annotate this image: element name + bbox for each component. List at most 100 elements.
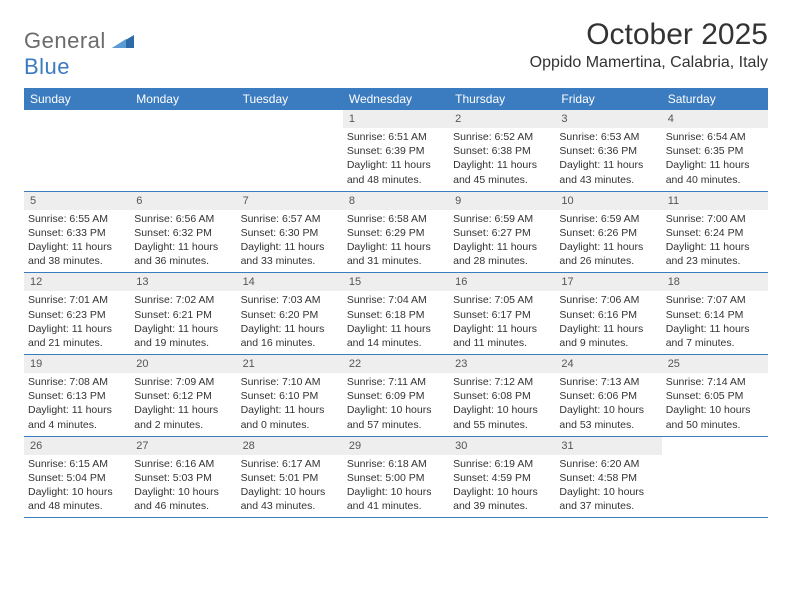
daylight-text: Daylight: 11 hours and 21 minutes.	[28, 322, 126, 350]
sunrise-text: Sunrise: 6:20 AM	[559, 457, 657, 471]
calendar-cell: 28Sunrise: 6:17 AMSunset: 5:01 PMDayligh…	[237, 437, 343, 518]
day-number: 13	[130, 273, 236, 291]
daylight-text: Daylight: 11 hours and 38 minutes.	[28, 240, 126, 268]
day-number: 8	[343, 192, 449, 210]
calendar-week-row: 19Sunrise: 7:08 AMSunset: 6:13 PMDayligh…	[24, 355, 768, 437]
daylight-text: Daylight: 11 hours and 43 minutes.	[559, 158, 657, 186]
day-number: 2	[449, 110, 555, 128]
sunrise-text: Sunrise: 6:58 AM	[347, 212, 445, 226]
day-number: 28	[237, 437, 343, 455]
day-number: 26	[24, 437, 130, 455]
daylight-text: Daylight: 10 hours and 57 minutes.	[347, 403, 445, 431]
sunrise-text: Sunrise: 6:53 AM	[559, 130, 657, 144]
weekday-header: Thursday	[449, 88, 555, 110]
calendar-week-row: 1Sunrise: 6:51 AMSunset: 6:39 PMDaylight…	[24, 110, 768, 192]
daylight-text: Daylight: 10 hours and 37 minutes.	[559, 485, 657, 513]
day-number: 10	[555, 192, 661, 210]
cell-body: Sunrise: 7:01 AMSunset: 6:23 PMDaylight:…	[24, 291, 130, 354]
day-number: 6	[130, 192, 236, 210]
calendar-cell	[130, 110, 236, 191]
page-title: October 2025	[530, 18, 768, 52]
daylight-text: Daylight: 11 hours and 31 minutes.	[347, 240, 445, 268]
cell-body: Sunrise: 6:15 AMSunset: 5:04 PMDaylight:…	[24, 455, 130, 518]
calendar-cell: 2Sunrise: 6:52 AMSunset: 6:38 PMDaylight…	[449, 110, 555, 191]
sunset-text: Sunset: 5:00 PM	[347, 471, 445, 485]
calendar-cell	[662, 437, 768, 518]
calendar-cell: 29Sunrise: 6:18 AMSunset: 5:00 PMDayligh…	[343, 437, 449, 518]
cell-body: Sunrise: 7:13 AMSunset: 6:06 PMDaylight:…	[555, 373, 661, 436]
sunset-text: Sunset: 6:18 PM	[347, 308, 445, 322]
day-number: 12	[24, 273, 130, 291]
calendar-cell: 6Sunrise: 6:56 AMSunset: 6:32 PMDaylight…	[130, 192, 236, 273]
logo-triangle-icon	[112, 32, 134, 48]
day-number: 9	[449, 192, 555, 210]
day-number	[662, 437, 768, 455]
day-number: 7	[237, 192, 343, 210]
sunset-text: Sunset: 6:08 PM	[453, 389, 551, 403]
cell-body: Sunrise: 6:56 AMSunset: 6:32 PMDaylight:…	[130, 210, 236, 273]
sunrise-text: Sunrise: 7:04 AM	[347, 293, 445, 307]
sunset-text: Sunset: 6:39 PM	[347, 144, 445, 158]
sunset-text: Sunset: 6:14 PM	[666, 308, 764, 322]
cell-body: Sunrise: 7:00 AMSunset: 6:24 PMDaylight:…	[662, 210, 768, 273]
sunset-text: Sunset: 6:13 PM	[28, 389, 126, 403]
sunset-text: Sunset: 6:29 PM	[347, 226, 445, 240]
daylight-text: Daylight: 11 hours and 48 minutes.	[347, 158, 445, 186]
cell-body: Sunrise: 7:14 AMSunset: 6:05 PMDaylight:…	[662, 373, 768, 436]
calendar-cell: 15Sunrise: 7:04 AMSunset: 6:18 PMDayligh…	[343, 273, 449, 354]
daylight-text: Daylight: 10 hours and 46 minutes.	[134, 485, 232, 513]
sunset-text: Sunset: 4:58 PM	[559, 471, 657, 485]
sunset-text: Sunset: 6:10 PM	[241, 389, 339, 403]
daylight-text: Daylight: 11 hours and 4 minutes.	[28, 403, 126, 431]
sunrise-text: Sunrise: 7:11 AM	[347, 375, 445, 389]
cell-body: Sunrise: 6:20 AMSunset: 4:58 PMDaylight:…	[555, 455, 661, 518]
cell-body	[237, 128, 343, 134]
daylight-text: Daylight: 11 hours and 23 minutes.	[666, 240, 764, 268]
weekday-header-row: SundayMondayTuesdayWednesdayThursdayFrid…	[24, 88, 768, 110]
daylight-text: Daylight: 11 hours and 0 minutes.	[241, 403, 339, 431]
sunset-text: Sunset: 6:17 PM	[453, 308, 551, 322]
day-number	[237, 110, 343, 128]
calendar-cell: 26Sunrise: 6:15 AMSunset: 5:04 PMDayligh…	[24, 437, 130, 518]
sunset-text: Sunset: 6:05 PM	[666, 389, 764, 403]
calendar-body: 1Sunrise: 6:51 AMSunset: 6:39 PMDaylight…	[24, 110, 768, 518]
day-number	[130, 110, 236, 128]
sunset-text: Sunset: 6:27 PM	[453, 226, 551, 240]
title-block: October 2025 Oppido Mamertina, Calabria,…	[530, 18, 768, 72]
day-number: 18	[662, 273, 768, 291]
calendar-cell: 19Sunrise: 7:08 AMSunset: 6:13 PMDayligh…	[24, 355, 130, 436]
daylight-text: Daylight: 10 hours and 48 minutes.	[28, 485, 126, 513]
daylight-text: Daylight: 11 hours and 14 minutes.	[347, 322, 445, 350]
sunrise-text: Sunrise: 6:17 AM	[241, 457, 339, 471]
weekday-header: Monday	[130, 88, 236, 110]
sunset-text: Sunset: 6:30 PM	[241, 226, 339, 240]
cell-body: Sunrise: 7:03 AMSunset: 6:20 PMDaylight:…	[237, 291, 343, 354]
sunrise-text: Sunrise: 7:00 AM	[666, 212, 764, 226]
calendar-cell: 27Sunrise: 6:16 AMSunset: 5:03 PMDayligh…	[130, 437, 236, 518]
calendar-cell: 23Sunrise: 7:12 AMSunset: 6:08 PMDayligh…	[449, 355, 555, 436]
day-number: 23	[449, 355, 555, 373]
calendar-cell: 14Sunrise: 7:03 AMSunset: 6:20 PMDayligh…	[237, 273, 343, 354]
sunrise-text: Sunrise: 7:01 AM	[28, 293, 126, 307]
daylight-text: Daylight: 11 hours and 9 minutes.	[559, 322, 657, 350]
daylight-text: Daylight: 10 hours and 41 minutes.	[347, 485, 445, 513]
daylight-text: Daylight: 11 hours and 40 minutes.	[666, 158, 764, 186]
sunset-text: Sunset: 5:03 PM	[134, 471, 232, 485]
sunset-text: Sunset: 6:09 PM	[347, 389, 445, 403]
sunrise-text: Sunrise: 6:52 AM	[453, 130, 551, 144]
cell-body: Sunrise: 6:59 AMSunset: 6:26 PMDaylight:…	[555, 210, 661, 273]
sunset-text: Sunset: 6:38 PM	[453, 144, 551, 158]
logo-word2: Blue	[24, 54, 70, 79]
sunset-text: Sunset: 6:36 PM	[559, 144, 657, 158]
cell-body: Sunrise: 6:16 AMSunset: 5:03 PMDaylight:…	[130, 455, 236, 518]
logo: General Blue	[24, 28, 134, 80]
calendar-cell: 8 Sunrise: 6:58 AMSunset: 6:29 PMDaylight…	[343, 192, 449, 273]
daylight-text: Daylight: 10 hours and 50 minutes.	[666, 403, 764, 431]
day-number: 21	[237, 355, 343, 373]
sunset-text: Sunset: 6:23 PM	[28, 308, 126, 322]
sunrise-text: Sunrise: 6:59 AM	[453, 212, 551, 226]
calendar-week-row: 5Sunrise: 6:55 AMSunset: 6:33 PMDaylight…	[24, 192, 768, 274]
sunrise-text: Sunrise: 7:02 AM	[134, 293, 232, 307]
cell-body: Sunrise: 6:51 AMSunset: 6:39 PMDaylight:…	[343, 128, 449, 191]
cell-body	[662, 455, 768, 461]
